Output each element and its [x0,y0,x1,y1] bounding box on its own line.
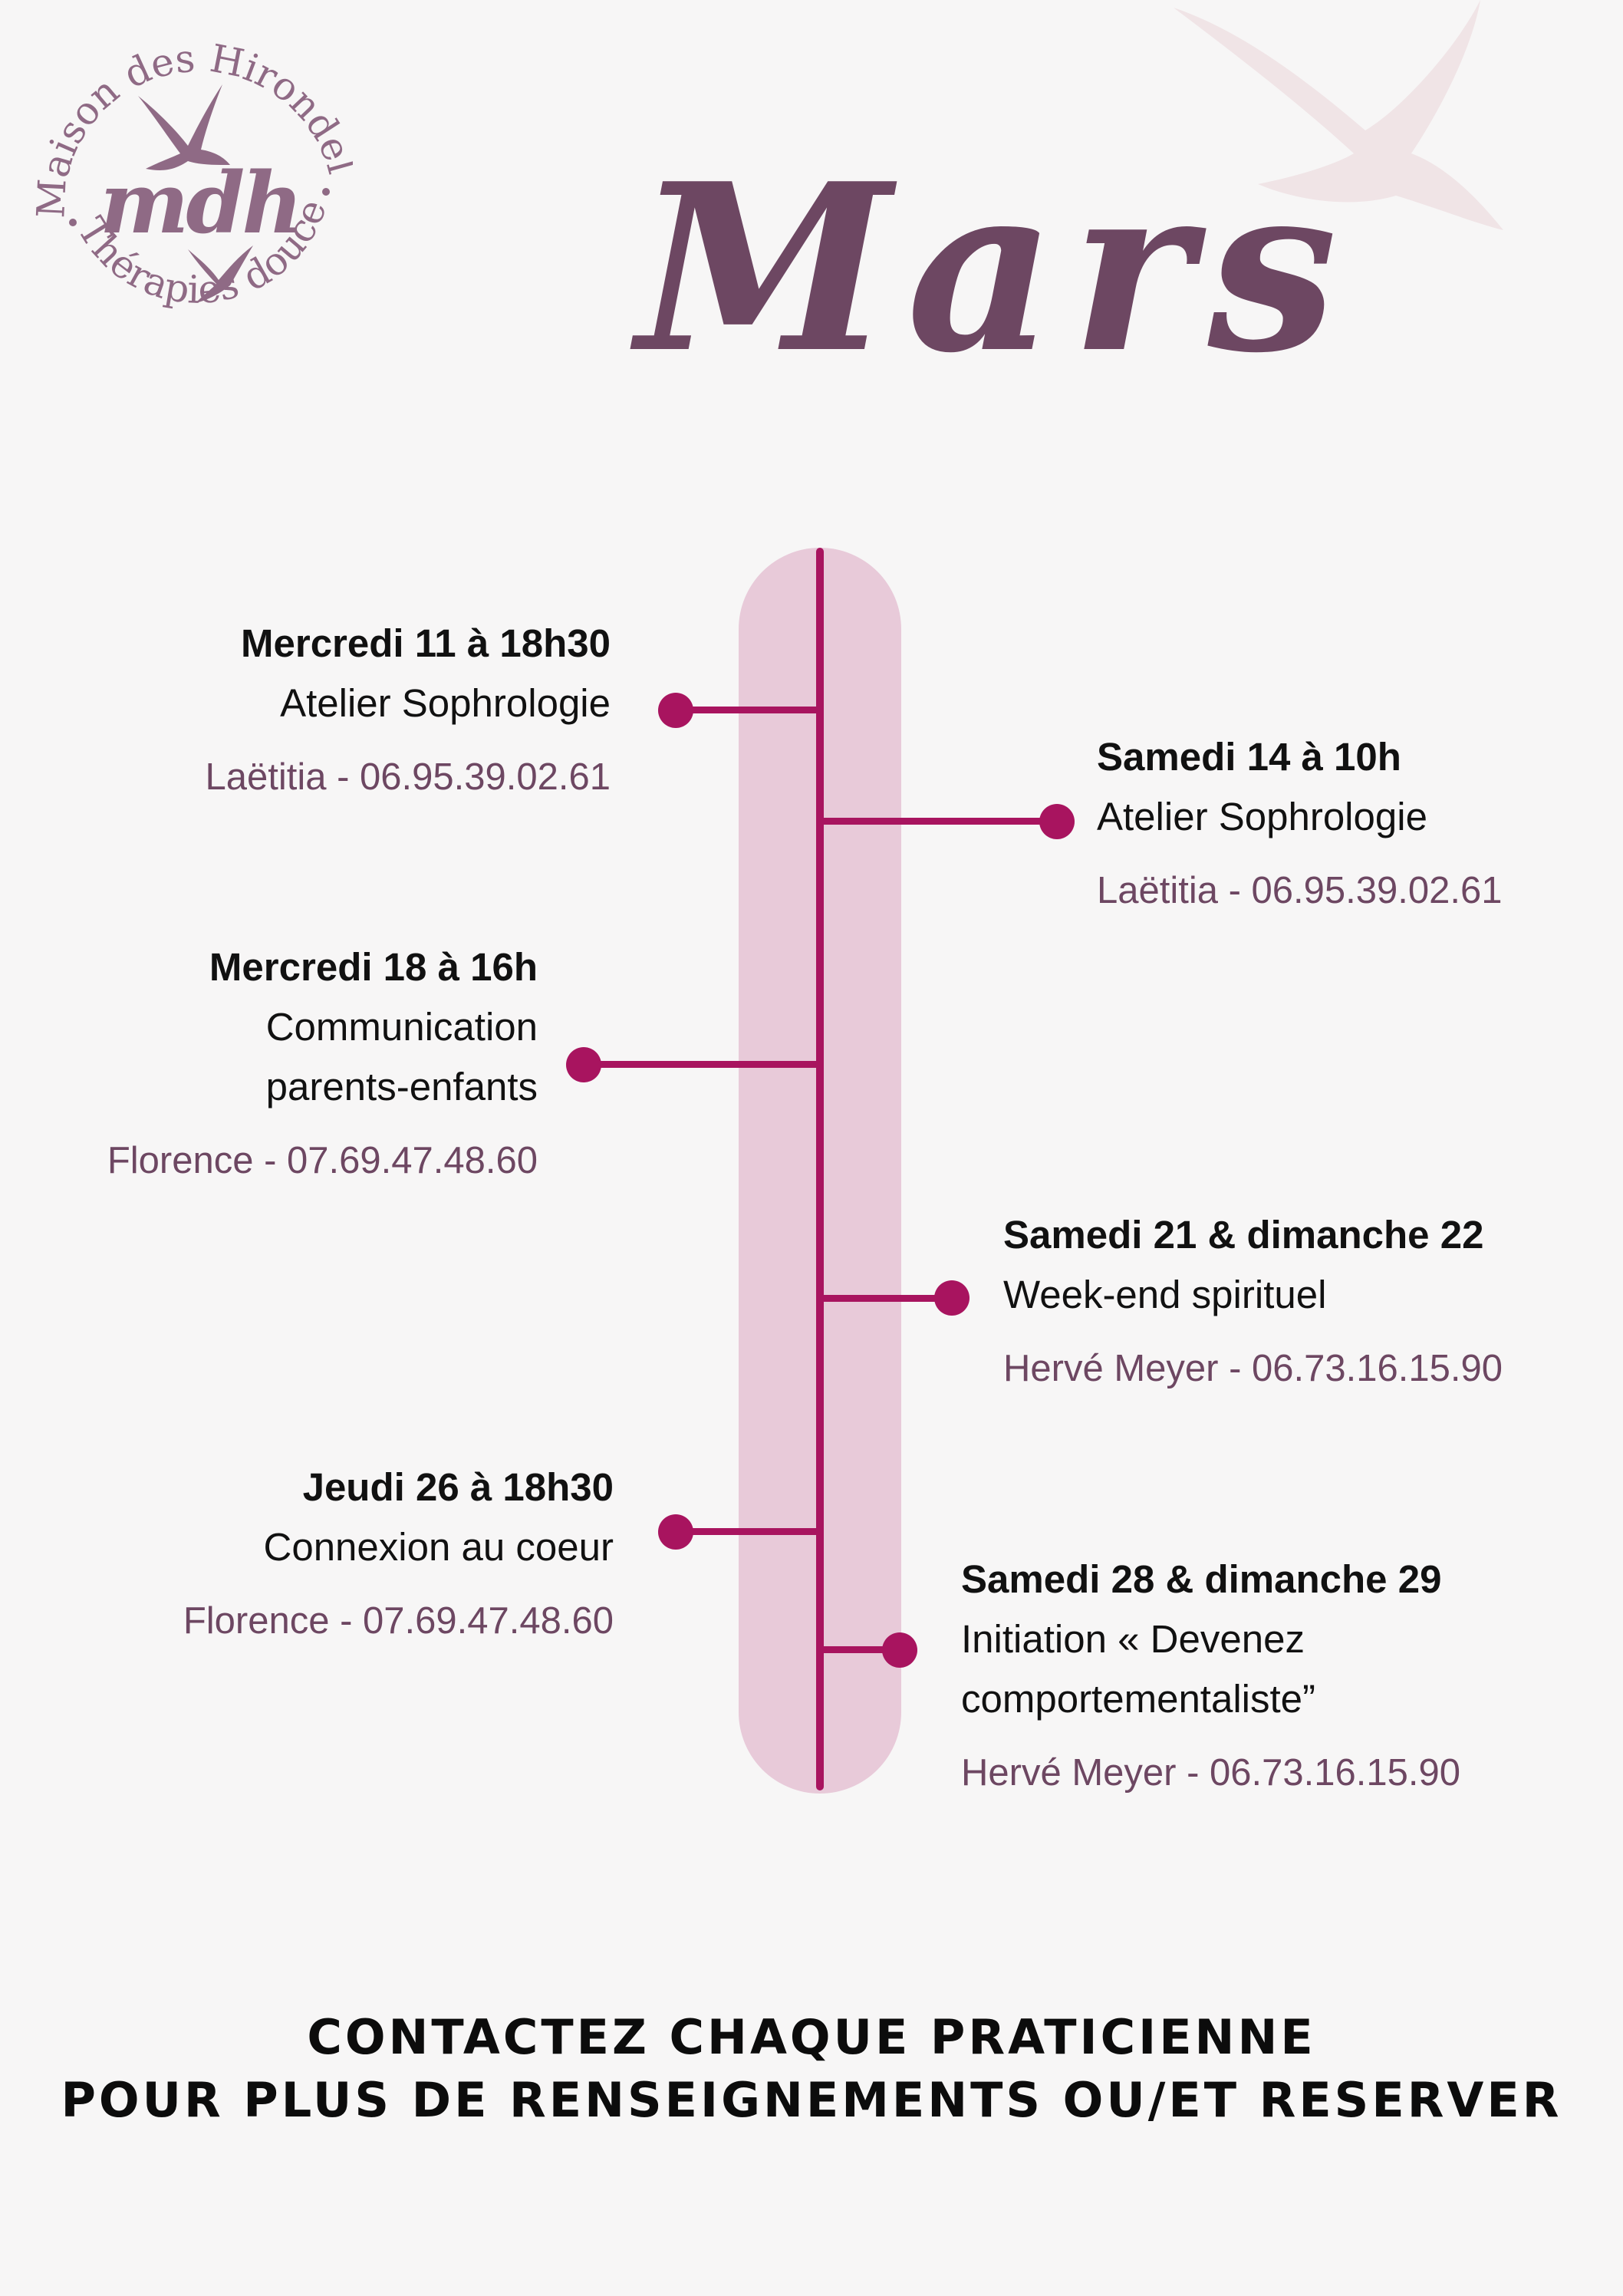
swallow-icon [138,84,230,170]
event-item: Jeudi 26 à 18h30 Connexion au coeur Flor… [183,1458,614,1651]
event-item: Mercredi 18 à 16h Communication parents-… [107,937,538,1191]
bird-icon [1174,0,1503,230]
event-title: comportementaliste” [961,1677,1316,1721]
event-title: Atelier Sophrologie [280,681,611,725]
event-date: Samedi 28 & dimanche 29 [961,1557,1442,1601]
timeline-dot [882,1632,917,1668]
event-item: Mercredi 11 à 18h30 Atelier Sophrologie … [205,614,611,807]
event-title: parents-enfants [265,1065,538,1108]
timeline-branch [824,818,1062,825]
event-date: Samedi 14 à 10h [1097,735,1401,779]
timeline-branch [598,1061,817,1068]
event-item: Samedi 28 & dimanche 29 Initiation « Dev… [961,1550,1460,1803]
event-contact: Hervé Meyer - 06.73.16.15.90 [1003,1348,1503,1389]
timeline-branch [690,1528,817,1535]
event-title: Communication [265,1005,538,1049]
event-title: Initiation « Devenez [961,1617,1305,1661]
timeline-branch [816,1295,954,1302]
timeline-dot [658,1514,693,1550]
swallow-icon [188,245,253,303]
event-date: Mercredi 18 à 16h [209,945,538,989]
footer-line-1: CONTACTEZ CHAQUE PRATICIENNE [307,2009,1316,2065]
footer-line-2: POUR PLUS DE RENSEIGNEMENTS OU/ET RESERV… [61,2072,1562,2128]
event-title: Atelier Sophrologie [1097,795,1427,838]
logo: Maison des Hirondelles Thérapies douces … [23,15,353,345]
timeline-dot [566,1047,601,1082]
page-title: Mars [637,133,1353,404]
footer-callout: CONTACTEZ CHAQUE PRATICIENNE POUR PLUS D… [0,2006,1623,2132]
timeline-branch [690,707,817,713]
timeline-dot [934,1280,970,1316]
event-date: Samedi 21 & dimanche 22 [1003,1213,1484,1257]
event-contact: Florence - 07.69.47.48.60 [183,1600,614,1642]
event-contact: Laëtitia - 06.95.39.02.61 [205,756,611,798]
logo-ring-svg: Maison des Hirondelles Thérapies douces [23,15,353,312]
event-date: Mercredi 11 à 18h30 [241,621,611,665]
timeline-dot [658,693,693,728]
timeline-axis [816,548,824,1790]
logo-monogram: mdh [100,153,303,252]
timeline-branch [824,1646,900,1653]
event-contact: Florence - 07.69.47.48.60 [107,1140,538,1181]
event-contact: Laëtitia - 06.95.39.02.61 [1097,870,1503,911]
event-item: Samedi 21 & dimanche 22 Week-end spiritu… [1003,1205,1503,1398]
timeline-dot [1039,804,1075,839]
event-date: Jeudi 26 à 18h30 [302,1465,614,1509]
event-contact: Hervé Meyer - 06.73.16.15.90 [961,1752,1460,1794]
event-item: Samedi 14 à 10h Atelier Sophrologie Laët… [1097,727,1503,921]
event-title: Week-end spirituel [1003,1273,1327,1316]
event-title: Connexion au coeur [263,1525,614,1569]
